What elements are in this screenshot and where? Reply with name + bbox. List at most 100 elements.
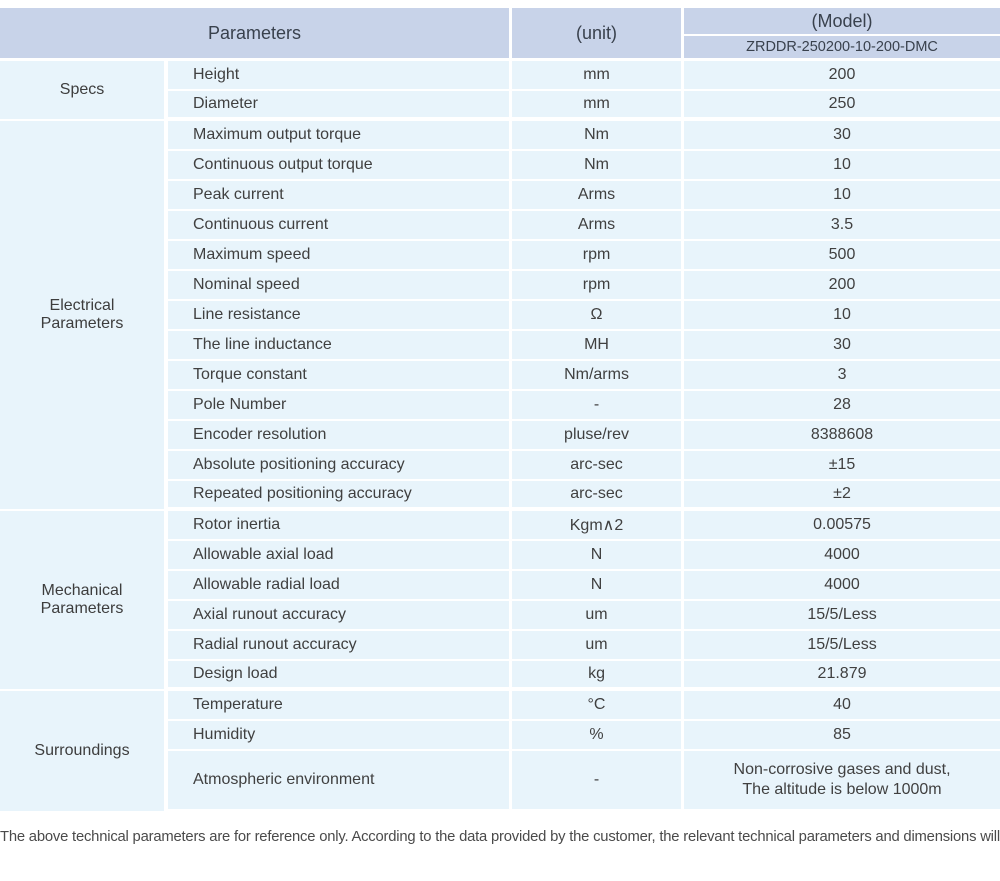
param-name-cell: Continuous output torque xyxy=(168,151,513,181)
spec-sheet-page: Parameters (unit) (Model) ZRDDR-250200-1… xyxy=(0,8,1000,845)
table-row: Allowable radial load N 4000 xyxy=(0,571,1000,601)
table-row: Allowable axial load N 4000 xyxy=(0,541,1000,571)
param-name-cell: Maximum output torque xyxy=(168,121,513,151)
unit-cell: kg xyxy=(512,661,685,691)
unit-cell: mm xyxy=(512,91,685,121)
value-cell: ±2 xyxy=(684,481,1000,511)
value-cell: ±15 xyxy=(684,451,1000,481)
param-name-cell: Radial runout accuracy xyxy=(168,631,513,661)
spec-table-body: Specs Height mm 200 Diameter mm 250 Electrical … xyxy=(0,61,1000,813)
unit-cell: MH xyxy=(512,331,685,361)
unit-cell: arc-sec xyxy=(512,451,685,481)
param-name-cell: Diameter xyxy=(168,91,513,121)
table-row: Pole Number -28 xyxy=(0,391,1000,421)
header-parameters: Parameters xyxy=(0,8,513,61)
unit-cell: Nm/arms xyxy=(512,361,685,391)
value-cell: 0.00575 xyxy=(684,511,1000,541)
spec-table: Parameters (unit) (Model) ZRDDR-250200-1… xyxy=(0,8,1000,813)
unit-cell: mm xyxy=(512,61,685,91)
header-unit: (unit) xyxy=(512,8,685,61)
unit-cell: °C xyxy=(512,691,685,721)
value-cell: 15/5/Less xyxy=(684,601,1000,631)
value-cell: 4000 xyxy=(684,541,1000,571)
value-cell: 85 xyxy=(684,721,1000,751)
value-cell: 3 xyxy=(684,361,1000,391)
unit-cell: Arms xyxy=(512,181,685,211)
value-cell: 30 xyxy=(684,121,1000,151)
value-cell: 8388608 xyxy=(684,421,1000,451)
reference-note: The above technical parameters are for r… xyxy=(0,829,1000,845)
param-name-cell: Allowable axial load xyxy=(168,541,513,571)
value-cell: 30 xyxy=(684,331,1000,361)
table-row: Peak current Arms 10 xyxy=(0,181,1000,211)
table-row: Maximum speed rpm 500 xyxy=(0,241,1000,271)
unit-cell: um xyxy=(512,631,685,661)
table-row: Specs Height mm 200 xyxy=(0,61,1000,121)
table-row: Encoder resolution pluse/rev 8388608 xyxy=(0,421,1000,451)
unit-cell: N xyxy=(512,571,685,601)
param-name-cell: Peak current xyxy=(168,181,513,211)
section-label-specs: Specs xyxy=(0,61,168,121)
param-name-cell: Maximum speed xyxy=(168,241,513,271)
param-name-cell: The line inductance xyxy=(168,331,513,361)
value-cell: 10 xyxy=(684,151,1000,181)
value-cell: Non-corrosive gases and dust, The altitu… xyxy=(684,751,1000,813)
unit-cell: Ω xyxy=(512,301,685,331)
table-row: Radial runout accuracy um 15/5/Less xyxy=(0,631,1000,661)
value-cell: 10 xyxy=(684,301,1000,331)
section-label-mechanical-parameters: Mechanical Parameters xyxy=(0,511,168,691)
unit-cell: pluse/rev xyxy=(512,421,685,451)
value-cell: 28 xyxy=(684,391,1000,421)
value-cell: 21.879 xyxy=(684,661,1000,691)
table-row: Surroundings Temperature °C 40 xyxy=(0,691,1000,813)
unit-cell: Kgm∧2 xyxy=(512,511,685,541)
table-row: Continuous current Arms 3.5 xyxy=(0,211,1000,241)
param-name-cell: Torque constant xyxy=(168,361,513,391)
param-name-cell: Encoder resolution xyxy=(168,421,513,451)
unit-cell: Arms xyxy=(512,211,685,241)
header-model: (Model) xyxy=(684,8,1000,36)
param-name-cell: Height xyxy=(168,61,513,91)
unit-cell: um xyxy=(512,601,685,631)
table-row: Nominal speed rpm 200 xyxy=(0,271,1000,301)
table-row: Design load kg 21.879 xyxy=(0,661,1000,691)
header-model-number: ZRDDR-250200-10-200-DMC xyxy=(684,36,1000,61)
value-cell: 15/5/Less xyxy=(684,631,1000,661)
param-name-cell: Temperature xyxy=(168,691,513,721)
spec-table-header: Parameters (unit) (Model) ZRDDR-250200-1… xyxy=(0,8,1000,61)
param-name-cell: Atmospheric environment xyxy=(168,751,513,813)
unit-cell: % xyxy=(512,721,685,751)
table-row: Continuous output torque Nm 10 xyxy=(0,151,1000,181)
param-name-cell: Nominal speed xyxy=(168,271,513,301)
param-name-cell: Absolute positioning accuracy xyxy=(168,451,513,481)
param-name-cell: Repeated positioning accuracy xyxy=(168,481,513,511)
table-row: Atmospheric environment - Non-corrosive ga… xyxy=(0,751,1000,813)
table-row: Humidity% 85 xyxy=(0,721,1000,751)
param-name-cell: Rotor inertia xyxy=(168,511,513,541)
value-cell: 40 xyxy=(684,691,1000,721)
param-name-cell: Design load xyxy=(168,661,513,691)
table-row: Electrical Parameters Maximum output torq… xyxy=(0,121,1000,511)
table-row: Mechanical Parameters Rotor inertia Kgm∧2 0… xyxy=(0,511,1000,691)
param-name-cell: Allowable radial load xyxy=(168,571,513,601)
unit-cell: rpm xyxy=(512,241,685,271)
value-cell: 10 xyxy=(684,181,1000,211)
table-row: Axial runout accuracy um 15/5/Less xyxy=(0,601,1000,631)
value-cell: 200 xyxy=(684,271,1000,301)
unit-cell: rpm xyxy=(512,271,685,301)
unit-cell: Nm xyxy=(512,121,685,151)
unit-cell: - xyxy=(512,391,685,421)
table-row: Torque constant Nm/arms 3 xyxy=(0,361,1000,391)
value-cell: 4000 xyxy=(684,571,1000,601)
param-name-cell: Humidity xyxy=(168,721,513,751)
value-cell: 200 xyxy=(684,61,1000,91)
section-label-surroundings: Surroundings xyxy=(0,691,168,813)
table-row: Repeated positioning accuracy arc-sec ±2 xyxy=(0,481,1000,511)
table-row: Line resistance Ω 10 xyxy=(0,301,1000,331)
value-cell: 500 xyxy=(684,241,1000,271)
section-label-electrical-parameters: Electrical Parameters xyxy=(0,121,168,511)
param-name-cell: Axial runout accuracy xyxy=(168,601,513,631)
table-row: Diameter mm 250 xyxy=(0,91,1000,121)
unit-cell: Nm xyxy=(512,151,685,181)
table-row: The line inductance MH 30 xyxy=(0,331,1000,361)
